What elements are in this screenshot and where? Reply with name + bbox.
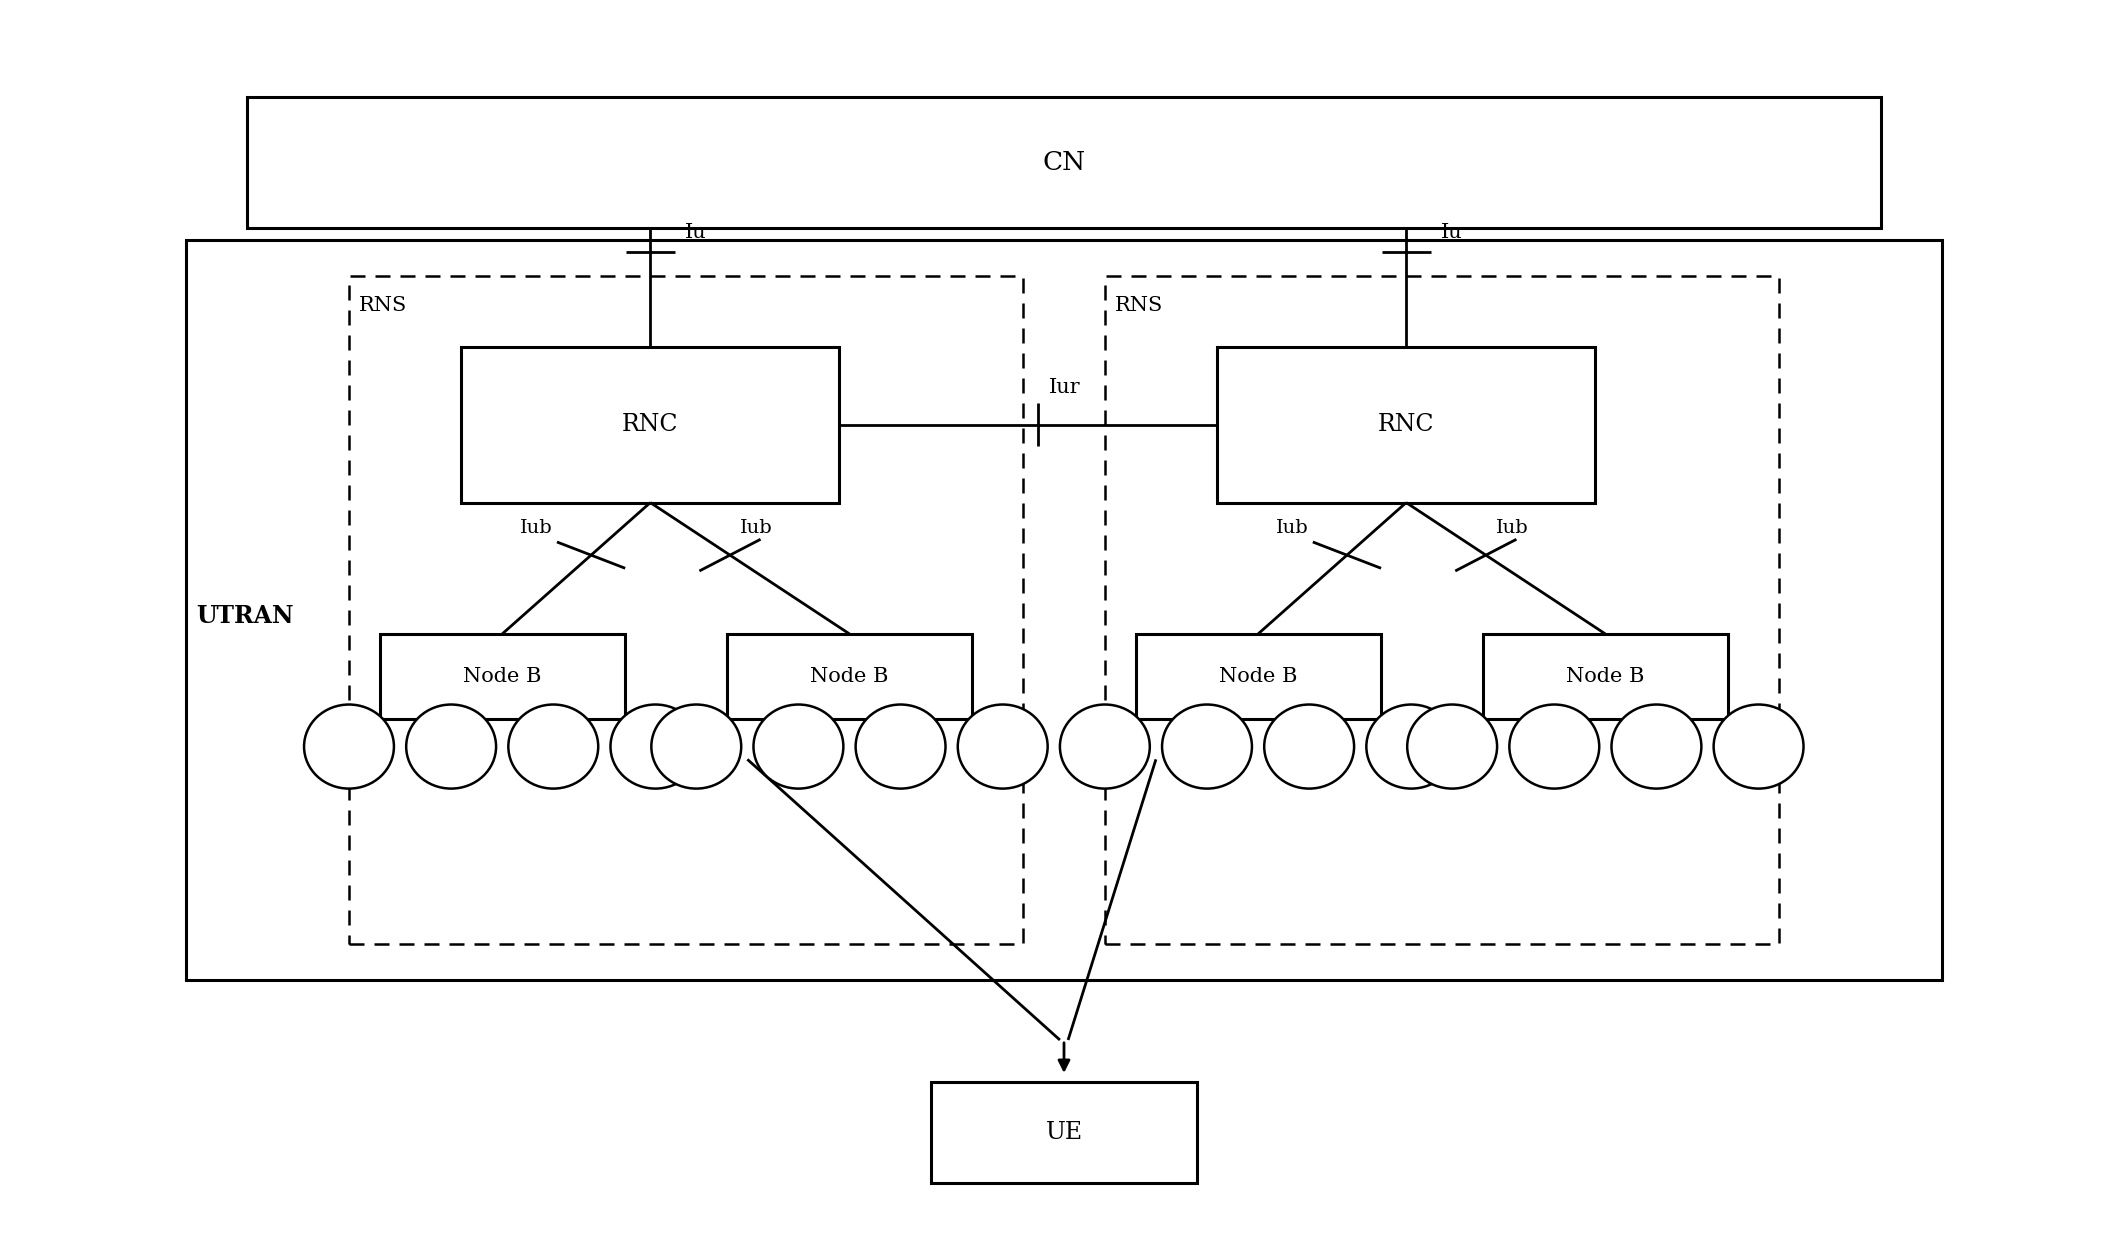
Bar (1104, 276, 1779, 944)
Ellipse shape (406, 704, 496, 789)
Ellipse shape (958, 704, 1047, 789)
Bar (728, 634, 972, 719)
Text: Iu: Iu (1441, 223, 1462, 243)
Bar (185, 240, 1943, 980)
Bar (462, 347, 838, 503)
Bar (349, 276, 1024, 944)
Text: Iub: Iub (1496, 519, 1528, 537)
Text: RNS: RNS (1115, 296, 1164, 315)
Ellipse shape (509, 704, 598, 789)
Text: Iub: Iub (741, 519, 772, 537)
Text: Iub: Iub (1275, 519, 1309, 537)
Ellipse shape (1264, 704, 1353, 789)
Ellipse shape (1509, 704, 1600, 789)
Bar (1136, 634, 1381, 719)
Text: RNS: RNS (360, 296, 406, 315)
Bar (247, 97, 1881, 228)
Ellipse shape (1162, 704, 1251, 789)
Bar (1483, 634, 1728, 719)
Ellipse shape (1407, 704, 1498, 789)
Ellipse shape (1060, 704, 1149, 789)
Text: Iur: Iur (1049, 378, 1081, 398)
Ellipse shape (1366, 704, 1456, 789)
Text: Node B: Node B (1219, 667, 1298, 685)
Ellipse shape (855, 704, 945, 789)
Ellipse shape (651, 704, 741, 789)
Text: CN: CN (1043, 149, 1085, 174)
Ellipse shape (1713, 704, 1805, 789)
Bar (379, 634, 626, 719)
Text: Iu: Iu (685, 223, 706, 243)
Ellipse shape (753, 704, 843, 789)
Bar (1217, 347, 1596, 503)
Text: Iub: Iub (519, 519, 553, 537)
Text: Node B: Node B (811, 667, 890, 685)
Text: RNC: RNC (1379, 413, 1434, 437)
Ellipse shape (304, 704, 394, 789)
Text: UE: UE (1045, 1121, 1083, 1144)
Text: RNC: RNC (621, 413, 679, 437)
Ellipse shape (611, 704, 700, 789)
Text: UTRAN: UTRAN (196, 605, 294, 628)
Ellipse shape (1611, 704, 1702, 789)
Text: Node B: Node B (1566, 667, 1645, 685)
Bar (932, 1082, 1196, 1183)
Text: Node B: Node B (464, 667, 541, 685)
